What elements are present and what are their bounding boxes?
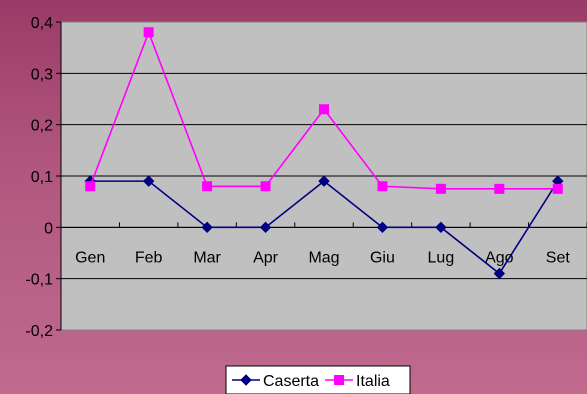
data-point: [493, 267, 506, 280]
x-tick-label: Mar: [193, 249, 221, 266]
data-point: [201, 221, 213, 234]
data-point: [318, 175, 330, 187]
x-tick-label: Apr: [253, 249, 279, 266]
series-italia: [85, 27, 563, 194]
x-tick-label: Feb: [135, 249, 163, 266]
data-point: [376, 221, 389, 234]
data-point: [435, 221, 447, 234]
data-point: [494, 183, 505, 194]
y-tick-labels: 0,4 0,3 0,2 0,1 0 -0,1 -0,2: [25, 15, 53, 340]
series-layer: [84, 27, 564, 280]
data-point: [202, 181, 213, 192]
y-tick-label: 0,1: [31, 169, 53, 186]
x-tick-label: Set: [546, 249, 571, 266]
data-point: [260, 181, 271, 192]
legend-label: Italia: [356, 373, 390, 390]
legend-item-italia: Italia: [325, 373, 390, 390]
x-tick-label: Gen: [75, 249, 105, 266]
y-tick-label: -0,2: [25, 323, 53, 340]
y-tick-label: -0,1: [25, 272, 53, 289]
legend: Caserta Italia: [225, 365, 411, 394]
legend-item-caserta: Caserta: [232, 373, 319, 390]
data-point: [319, 104, 329, 115]
legend-marker: [240, 374, 252, 386]
y-tick-label: 0,3: [31, 66, 53, 83]
legend-label: Caserta: [263, 373, 319, 390]
y-tick-label: 0,2: [31, 118, 53, 135]
y-tick-label: 0: [44, 220, 53, 237]
data-point: [377, 181, 388, 192]
data-point: [85, 181, 96, 192]
data-point: [259, 221, 272, 234]
x-tick-labels: Gen Feb Mar Apr Mag Giu Lug Ago Set: [75, 249, 570, 266]
data-point: [435, 183, 446, 194]
x-tick-label: Giu: [370, 249, 395, 266]
data-point: [552, 183, 563, 194]
legend-marker: [334, 375, 345, 385]
x-tick-label: Mag: [308, 249, 339, 266]
y-axis: [56, 21, 62, 331]
data-point: [143, 27, 154, 38]
x-tick-label: Lug: [428, 249, 455, 266]
data-point: [142, 175, 155, 187]
y-tick-label: 0,4: [31, 15, 53, 32]
